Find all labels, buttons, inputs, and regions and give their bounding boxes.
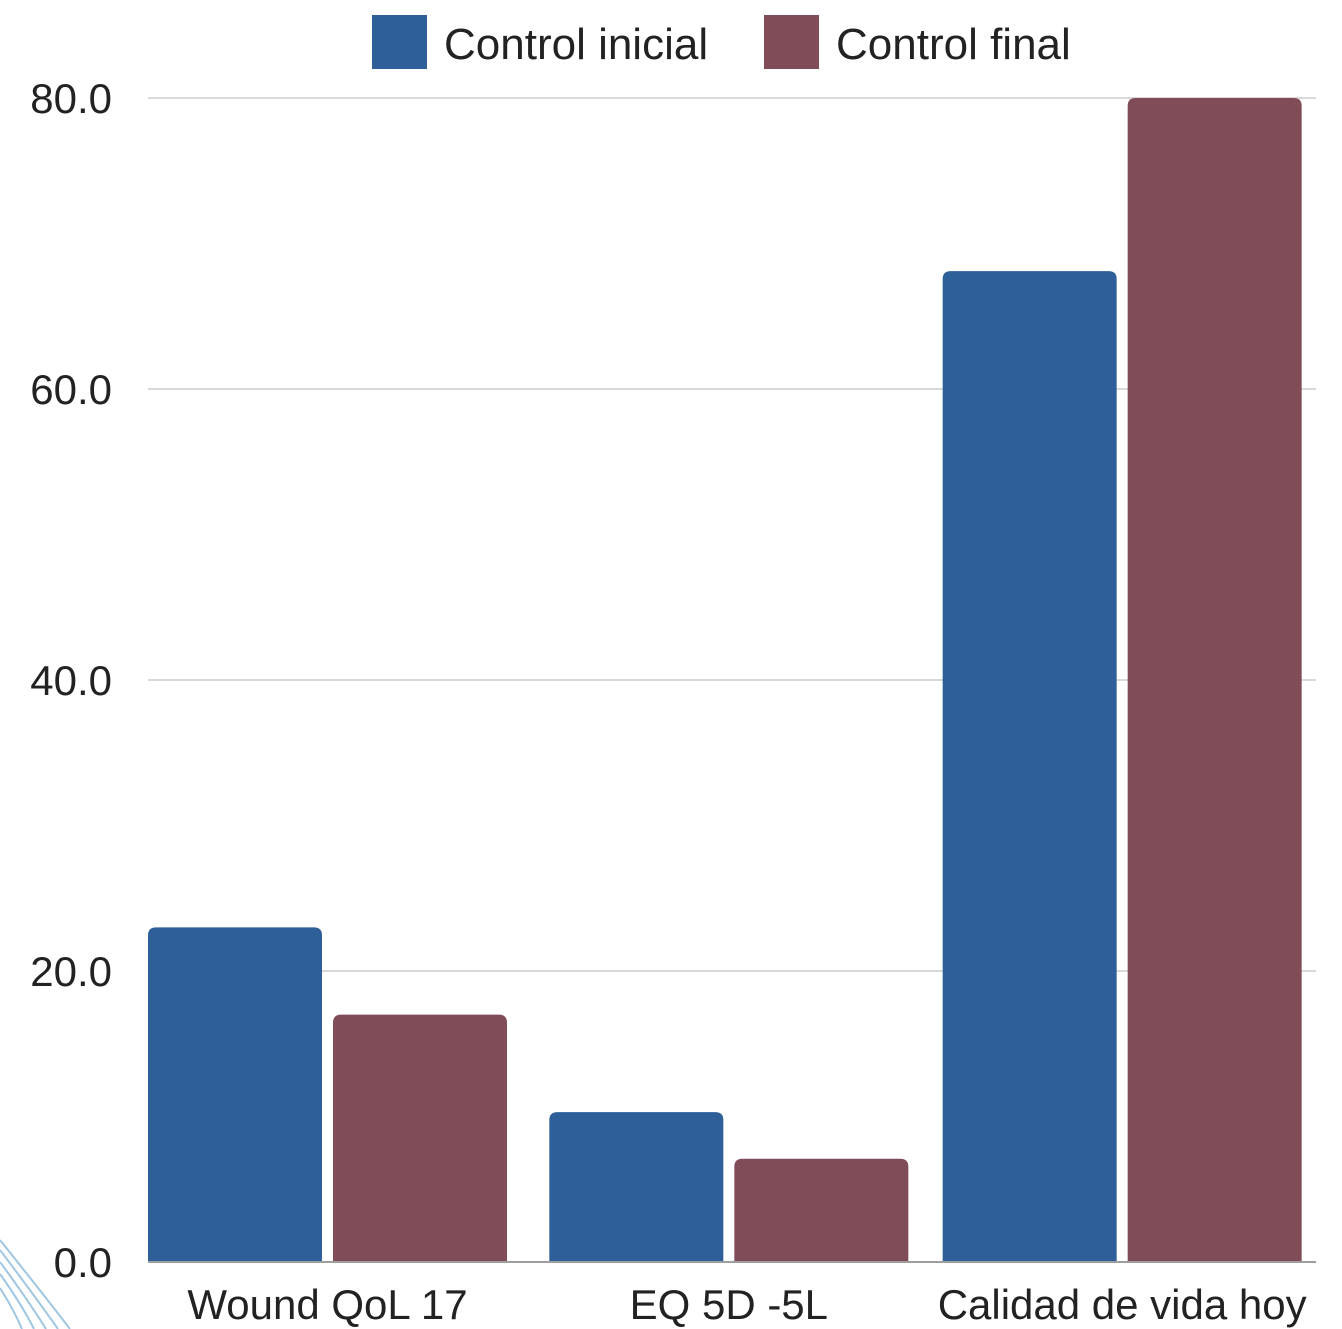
bar-control-inicial-eq-5d-5l bbox=[549, 1112, 724, 1262]
legend-swatch bbox=[372, 15, 427, 69]
legend-label: Control final bbox=[836, 20, 1071, 69]
bar-control-final-eq-5d-5l bbox=[734, 1158, 909, 1262]
legend-label: Control inicial bbox=[444, 20, 708, 69]
y-tick-label: 0.0 bbox=[54, 1239, 112, 1286]
y-tick-label: 80.0 bbox=[30, 75, 112, 122]
legend: Control inicial Control final bbox=[372, 15, 1071, 69]
bars bbox=[148, 98, 1302, 1262]
x-category-label: Calidad de vida hoy bbox=[938, 1281, 1307, 1328]
bar-control-final-wound-qol-17 bbox=[333, 1014, 507, 1262]
legend-swatch bbox=[764, 15, 819, 69]
bar-control-final-calidad-de-vida-hoy bbox=[1127, 98, 1302, 1262]
bar-control-inicial-calidad-de-vida-hoy bbox=[942, 271, 1117, 1262]
grid-lines bbox=[148, 97, 1316, 972]
axes: 0.0 20.0 40.0 60.0 80.0 Wound QoL 17 EQ 5D -5L… bbox=[30, 75, 1316, 1328]
x-category-label: EQ 5D -5L bbox=[630, 1281, 828, 1328]
y-tick-label: 20.0 bbox=[30, 948, 112, 995]
y-tick-label: 40.0 bbox=[30, 657, 112, 704]
bar-control-inicial-wound-qol-17 bbox=[148, 927, 322, 1262]
x-category-label: Wound QoL 17 bbox=[187, 1281, 467, 1328]
y-tick-label: 60.0 bbox=[30, 366, 112, 413]
corner-swirl-decoration bbox=[0, 1239, 71, 1329]
